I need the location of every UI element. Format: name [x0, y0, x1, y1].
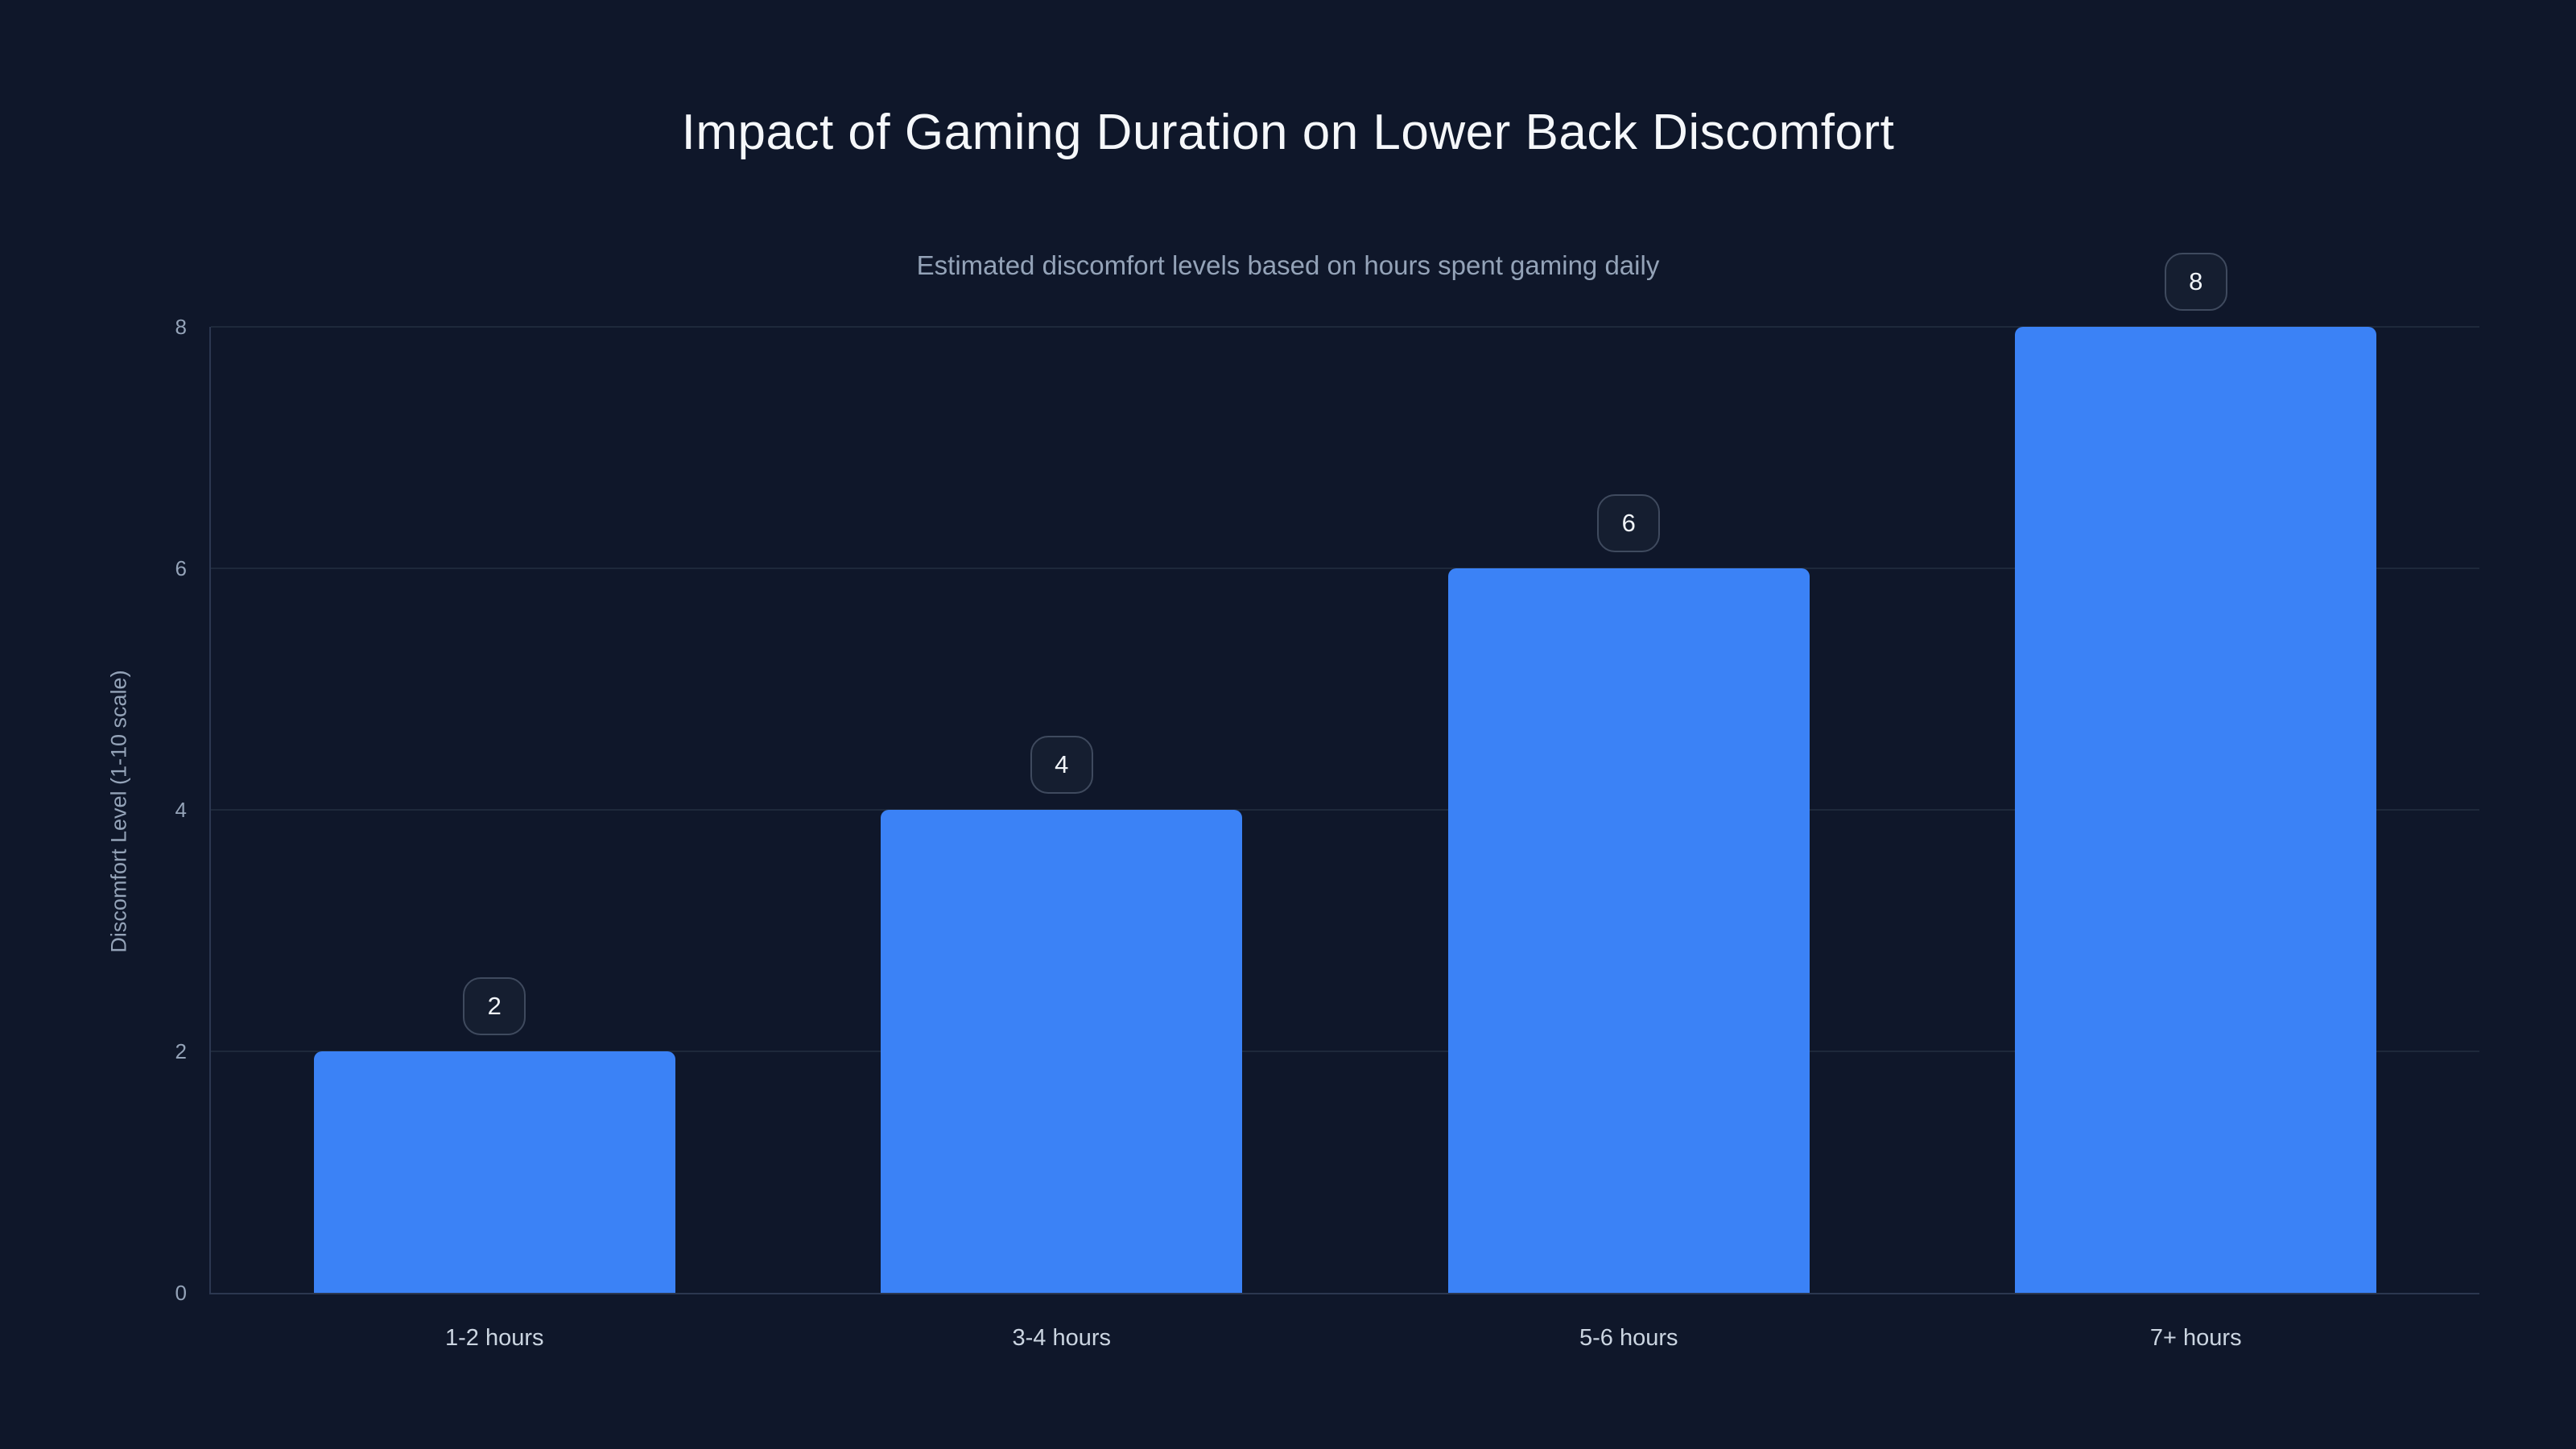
- x-axis-line: [211, 1293, 2479, 1294]
- bar[interactable]: [1447, 568, 1810, 1293]
- x-tick-label: 3-4 hours: [1012, 1325, 1111, 1351]
- chart-title: Impact of Gaming Duration on Lower Back …: [681, 105, 1895, 160]
- bar-value-badge: 8: [2164, 253, 2227, 311]
- gridline: [211, 568, 2479, 569]
- y-tick-label: 8: [175, 315, 187, 339]
- y-axis-line: [209, 327, 211, 1294]
- bar[interactable]: [313, 1051, 675, 1293]
- gridline: [211, 1051, 2479, 1052]
- gridline: [211, 809, 2479, 811]
- y-tick-label: 6: [175, 556, 187, 580]
- x-tick-label: 1-2 hours: [444, 1325, 544, 1351]
- bar[interactable]: [881, 810, 1243, 1293]
- y-tick-label: 2: [175, 1039, 187, 1063]
- bar[interactable]: [2015, 327, 2377, 1293]
- y-tick-label: 0: [175, 1281, 187, 1305]
- chart-subtitle: Estimated discomfort levels based on hou…: [916, 250, 1660, 280]
- gridline: [211, 326, 2479, 328]
- y-tick-label: 4: [175, 798, 187, 822]
- x-tick-label: 5-6 hours: [1579, 1325, 1678, 1351]
- bar-value-badge: 4: [1030, 736, 1093, 794]
- x-tick-label: 7+ hours: [2149, 1325, 2242, 1351]
- bar-value-badge: 2: [463, 977, 526, 1035]
- bar-value-badge: 6: [1597, 494, 1661, 552]
